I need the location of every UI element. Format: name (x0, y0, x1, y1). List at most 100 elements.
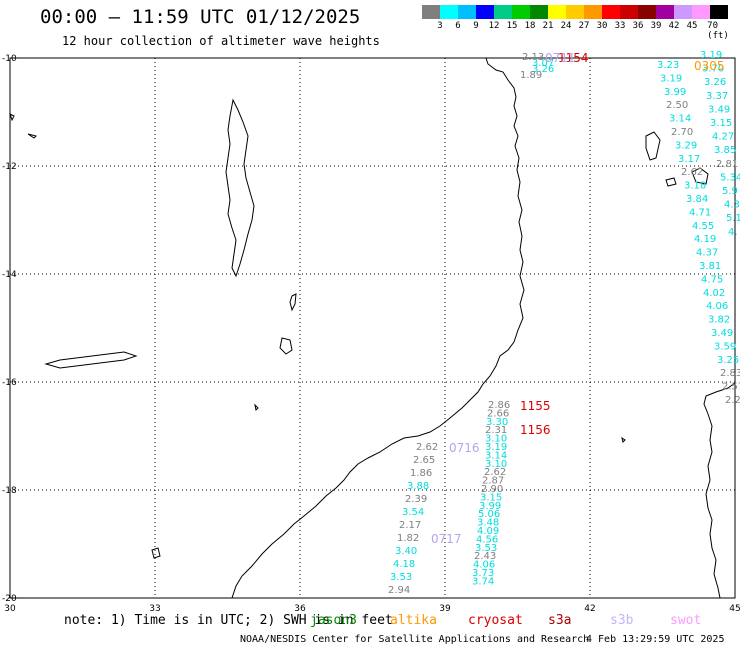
wave-height-value: 2.31 (485, 425, 507, 436)
colorbar-swatch (476, 5, 494, 19)
wave-height-value: 5.9 (722, 186, 738, 197)
wave-height-value: 2.70 (671, 127, 693, 138)
generation-timestamp: 4 Feb 13:29:59 UTC 2025 (586, 634, 725, 645)
colorbar-swatch (530, 5, 548, 19)
coastline-mainland (231, 57, 525, 599)
colorbar-swatch (440, 5, 458, 19)
longitude-label: 30 (4, 604, 16, 614)
wave-height-value: 3.23 (657, 60, 679, 71)
longitude-label: 36 (294, 604, 306, 614)
wave-height-value: 2.57 (722, 382, 740, 393)
latitude-label: -16 (2, 378, 17, 388)
wave-height-value: 4.19 (694, 234, 716, 245)
wave-height-value: 3.70 (702, 64, 724, 75)
wave-height-value: 3.81 (699, 261, 721, 272)
graticule (10, 58, 735, 598)
wave-height-value: 3.19 (660, 73, 682, 84)
wave-height-value: 4.09 (477, 526, 499, 537)
colorbar-swatch (674, 5, 692, 19)
wave-height-value: 2.17 (399, 520, 421, 531)
wave-height-value: 3.25 (717, 355, 739, 366)
track-time-markers: 1154 1155 1156 0716 0717 0305 0711 (431, 51, 725, 546)
colorbar-tick-label: 15 (506, 21, 518, 31)
colorbar-tick-label: 30 (596, 21, 608, 31)
colorbar-tick-label: 39 (650, 21, 662, 31)
wave-height-value: 5.06 (478, 509, 500, 520)
colorbar-swatch (512, 5, 530, 19)
wave-height-value: 3.14 (485, 450, 507, 461)
colorbar-tick-label: 45 (686, 21, 698, 31)
wave-height-value: 5.1 (726, 213, 740, 224)
wave-height-value: 4.06 (706, 301, 728, 312)
latitude-label: -20 (2, 594, 17, 604)
latitude-labels: -10 -12 -14 -16 -18 -20 (2, 54, 17, 604)
wave-height-value: 3.14 (669, 114, 691, 125)
colorbar-swatch (656, 5, 674, 19)
colorbar-tick-label: 33 (614, 21, 626, 31)
wave-height-value: 3.73 (472, 568, 494, 579)
colorbar-swatch (548, 5, 566, 19)
wave-height-value: 3.99 (479, 501, 501, 512)
lake-small-1 (279, 337, 293, 355)
wave-height-value: 3.15 (710, 118, 732, 129)
longitude-labels: 30 33 36 39 42 45 (4, 604, 740, 614)
wave-height-value: 3.40 (395, 546, 417, 557)
wave-height-value: 3.10 (485, 459, 507, 470)
satellite-name: swot (670, 613, 702, 628)
wave-height-value: 3.48 (477, 518, 499, 529)
colorbar-swatch (458, 5, 476, 19)
wave-height-value: 3.59 (714, 341, 736, 352)
latitude-label: -18 (2, 486, 17, 496)
latitude-label: -14 (2, 270, 17, 280)
wave-height-value: 2.94 (388, 585, 410, 596)
colorbar-swatch (638, 5, 656, 19)
wave-height-value: 2.66 (487, 408, 509, 419)
wave-height-value: 1.82 (397, 533, 419, 544)
colorbar-tick-label: 42 (668, 21, 680, 31)
page-subtitle: 12 hour collection of altimeter wave hei… (62, 34, 380, 48)
colorbar-swatch (566, 5, 584, 19)
track-time-marker: 0716 (449, 441, 480, 455)
colorbar (422, 5, 728, 19)
track-time-marker: 1154 (558, 51, 589, 65)
track-time-marker: 0711 (545, 51, 576, 65)
wave-height-value: 3.07 (532, 58, 554, 69)
wave-height-value: 3.88 (407, 481, 429, 492)
altimeter-tracks: 2.133.073.261.893.233.193.992.503.142.70… (388, 50, 740, 596)
wave-height-value: 3.26 (704, 77, 726, 88)
wave-height-value: 2.13 (522, 52, 544, 63)
colorbar-swatch (584, 5, 602, 19)
colorbar-swatch (692, 5, 710, 19)
wave-height-value: 2.62 (416, 442, 438, 453)
wave-height-value: 2.62 (681, 167, 703, 178)
wave-height-value: 4.06 (473, 560, 495, 571)
wave-height-value: 3.29 (675, 140, 697, 151)
wave-height-value: 3.10 (485, 434, 507, 445)
wave-height-value: 4.71 (689, 207, 711, 218)
wave-height-value: 3.49 (711, 328, 733, 339)
latitude-label: -10 (2, 54, 17, 64)
colorbar-swatch (620, 5, 638, 19)
colorbar-tick-label: 18 (524, 21, 536, 31)
colorbar-tick-label: 6 (455, 21, 461, 31)
map-frame (9, 57, 736, 599)
wave-height-value: 3.53 (390, 572, 412, 583)
colorbar-swatch (422, 5, 440, 19)
wave-height-value: 4.56 (476, 534, 498, 545)
wave-height-value: 3.15 (480, 492, 502, 503)
wave-height-value: 4.37 (696, 248, 718, 259)
credit-text: NOAA/NESDIS Center for Satellite Applica… (240, 634, 590, 645)
track-time-marker: 1156 (520, 423, 551, 437)
wave-height-value: 3.84 (686, 194, 708, 205)
wave-height-value: 3.74 (472, 576, 494, 587)
longitude-label: 39 (439, 604, 451, 614)
island-small (9, 113, 626, 559)
wave-height-value: 3.82 (708, 315, 730, 326)
wave-height-value: 4.02 (703, 288, 725, 299)
longitude-label: 42 (584, 604, 595, 614)
wave-height-value: 4.55 (692, 221, 714, 232)
satellite-name: s3b (610, 613, 634, 628)
colorbar-swatch (710, 5, 728, 19)
colorbar-ticks: 3 6 9 12 15 18 21 24 27 30 33 36 39 42 45 70 (ft) (422, 21, 729, 41)
